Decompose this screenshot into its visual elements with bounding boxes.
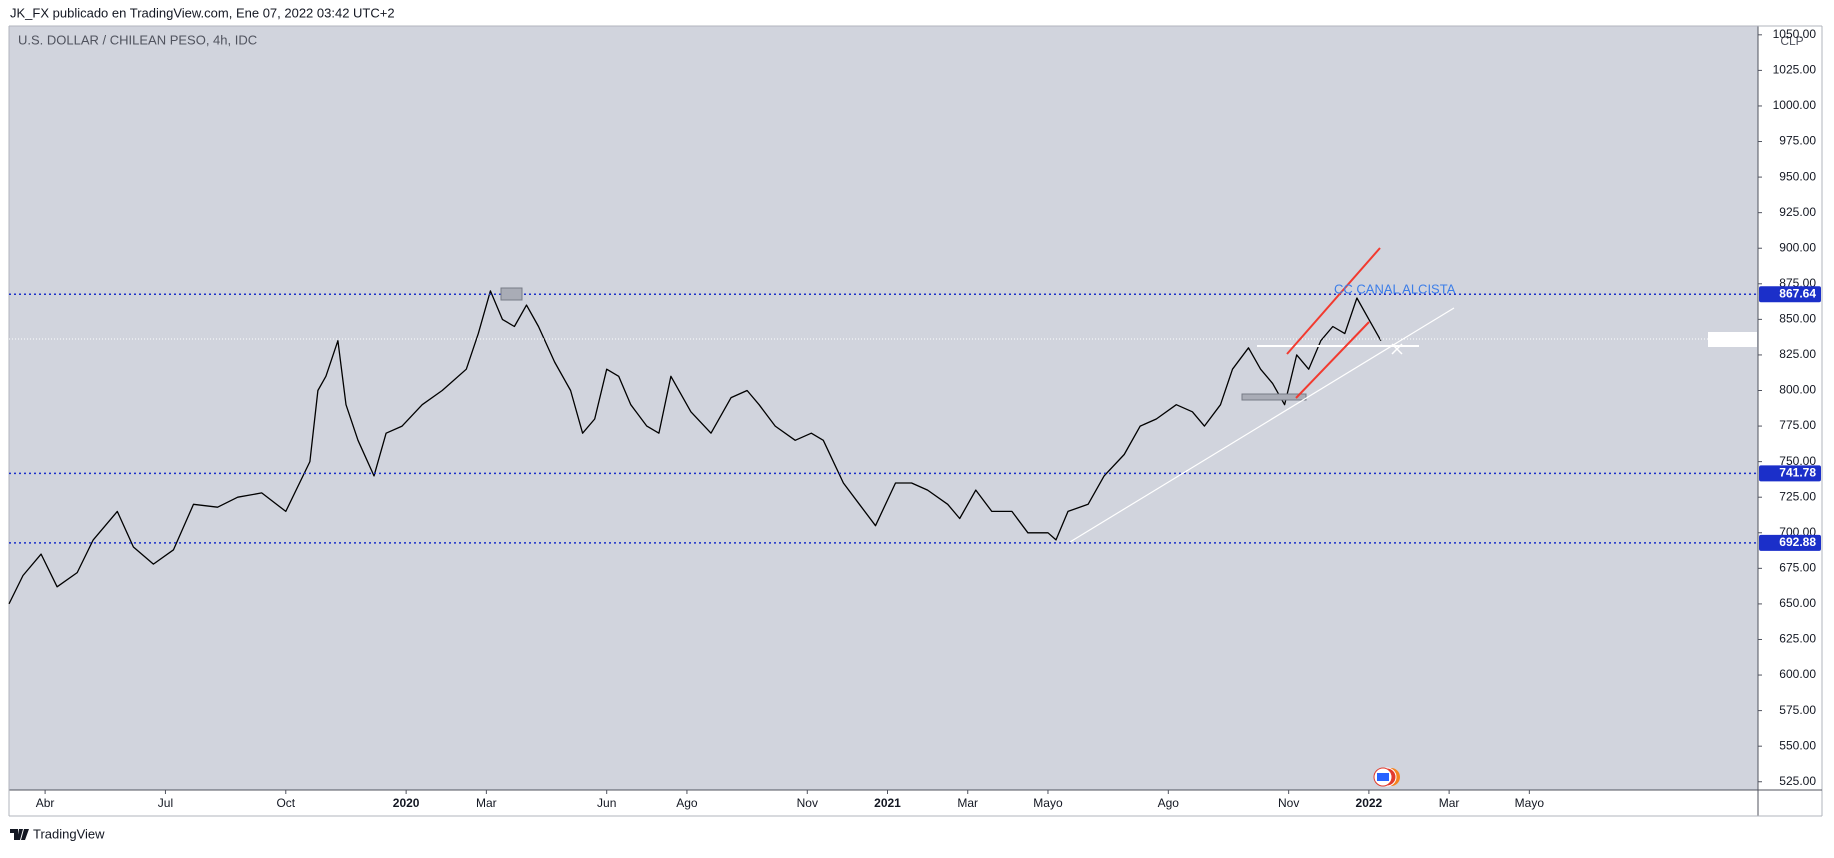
y-tick-label: 525.00 [1779, 774, 1816, 788]
level-label-box [1759, 465, 1821, 482]
x-tick-label: Abr [36, 796, 55, 810]
y-tick-label: 775.00 [1779, 418, 1816, 432]
logo [10, 829, 29, 840]
y-tick-label: 825.00 [1779, 347, 1816, 361]
x-tick-label: Mayo [1515, 796, 1545, 810]
currency-label: CLP [1780, 34, 1803, 48]
y-tick-label: 850.00 [1779, 312, 1816, 326]
event-icons [1373, 767, 1400, 787]
channel-lower [1295, 321, 1370, 399]
x-tick-label: Mar [957, 796, 978, 810]
y-tick-label: 750.00 [1779, 454, 1816, 468]
zone-box [500, 287, 523, 301]
y-tick-label: 1025.00 [1773, 63, 1817, 77]
drawings [9, 247, 1758, 787]
level-label-box [1759, 286, 1821, 303]
logo-mark [10, 829, 29, 840]
y-tick-label: 725.00 [1779, 489, 1816, 503]
x-tick-label: 2021 [874, 796, 901, 810]
y-tick-label: 925.00 [1779, 205, 1816, 219]
x-tick-label: Mayo [1033, 796, 1063, 810]
x-tick-label: Mar [476, 796, 497, 810]
channel-upper [1286, 247, 1381, 355]
price-line [8, 290, 1382, 605]
y-tick-label: 1000.00 [1773, 98, 1817, 112]
x-tick-label: Ago [1158, 796, 1180, 810]
y-tick-label: 650.00 [1779, 596, 1816, 610]
level-label: 867.64 [1779, 286, 1816, 300]
x-tick-label: Jun [597, 796, 616, 810]
level-label: 741.78 [1779, 466, 1816, 480]
x-tick-label: Mar [1439, 796, 1460, 810]
y-tick-label: 575.00 [1779, 703, 1816, 717]
y-tick-label: 950.00 [1779, 169, 1816, 183]
plot-background [9, 26, 1758, 790]
x-tick-label: Oct [276, 796, 295, 810]
last-price-box [1708, 332, 1757, 347]
y-tick-label: 600.00 [1779, 667, 1816, 681]
cross-marker [1391, 343, 1403, 355]
publisher-text: JK_FX publicado en TradingView.com, Ene … [10, 5, 395, 20]
y-tick-label: 625.00 [1779, 632, 1816, 646]
x-tick-label: Nov [1278, 796, 1299, 810]
x-tick-label: Nov [797, 796, 818, 810]
y-tick-label: 675.00 [1779, 561, 1816, 575]
zone-box [1241, 393, 1307, 401]
y-tick-label: 975.00 [1779, 134, 1816, 148]
y-tick-label: 1050.00 [1773, 27, 1817, 41]
annotation: CC CANAL ALCISTA [1334, 281, 1456, 296]
y-tick-label: 550.00 [1779, 738, 1816, 752]
level-label: 692.88 [1779, 535, 1816, 549]
flag-icon [1377, 773, 1389, 781]
symbol-title: U.S. DOLLAR / CHILEAN PESO, 4h, IDC [18, 32, 257, 47]
level-label-box [1759, 534, 1821, 551]
y-tick-label: 900.00 [1779, 240, 1816, 254]
x-tick-label: 2022 [1356, 796, 1383, 810]
x-tick-label: Jul [158, 796, 173, 810]
price-axis-background [1758, 26, 1822, 816]
x-tick-label: Ago [676, 796, 698, 810]
y-tick-label: 800.00 [1779, 383, 1816, 397]
brand-text: TradingView [33, 826, 105, 841]
x-tick-label: 2020 [393, 796, 420, 810]
